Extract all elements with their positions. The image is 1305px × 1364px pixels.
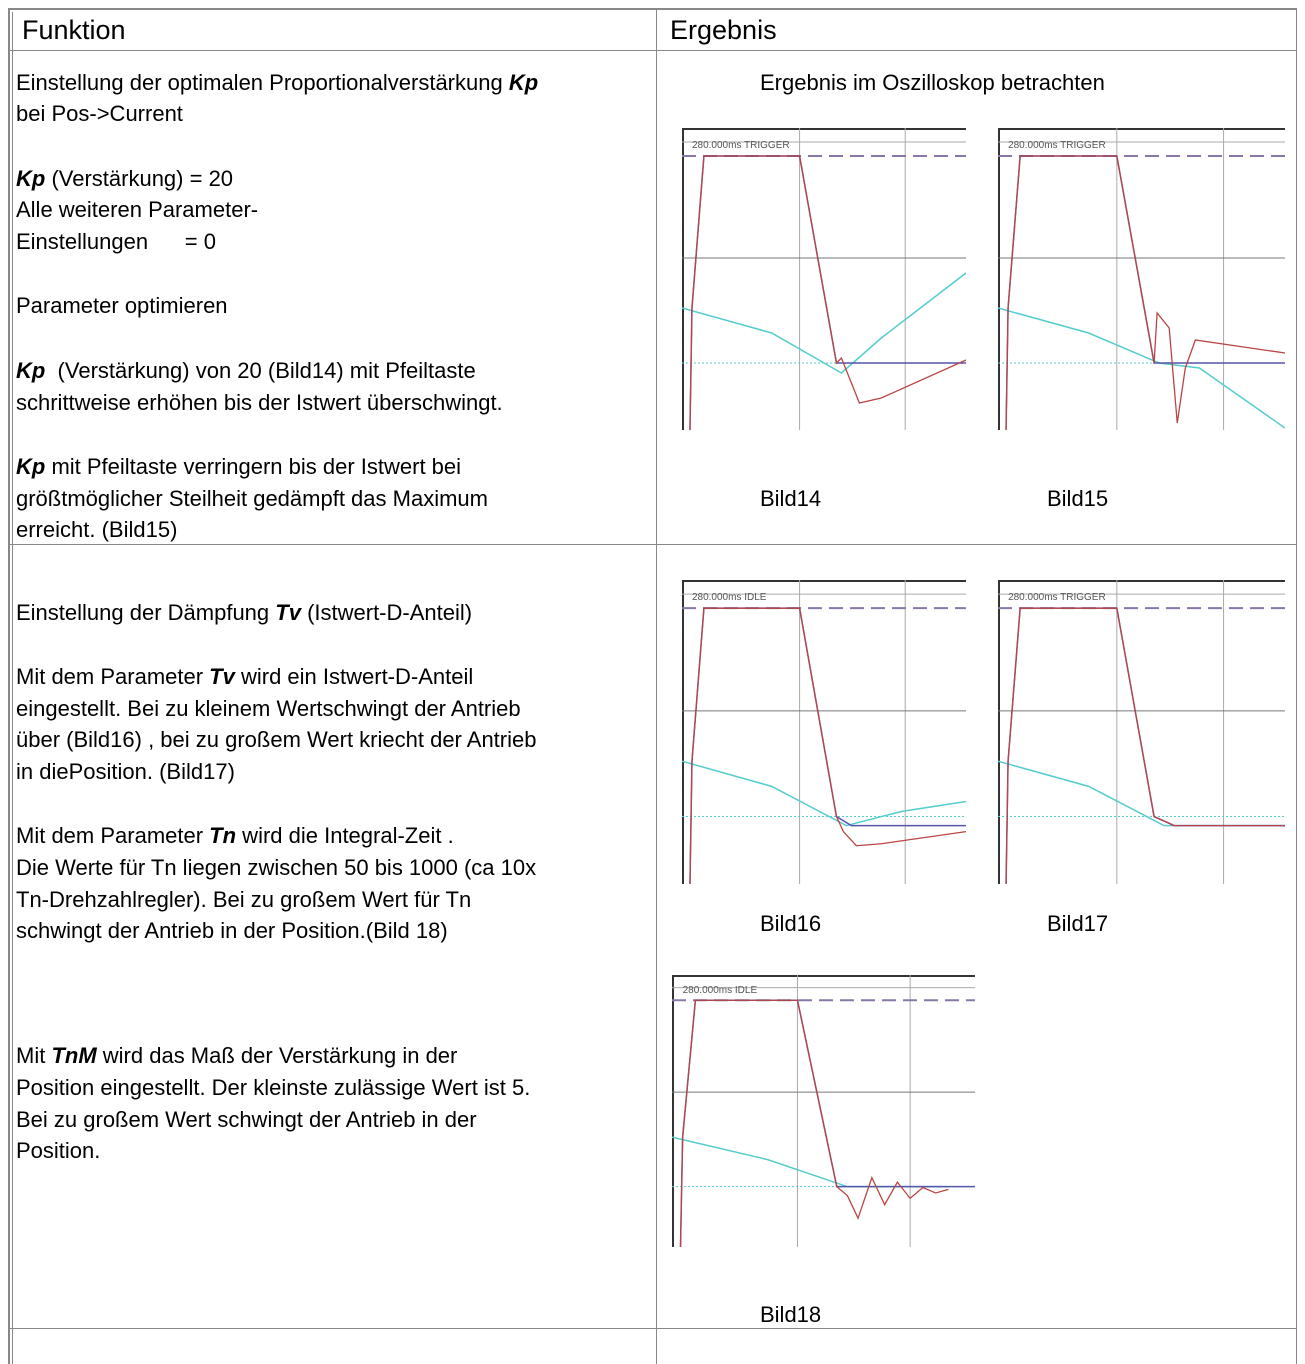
scope-plot: 280.000ms TRIGGER [682,128,966,430]
text-line: Position eingestellt. Der kleinste zuläs… [16,1075,530,1101]
border [8,50,1297,51]
scope-label: 280.000ms TRIGGER [1008,592,1106,603]
scope-trace [998,761,1285,825]
text-line: Kp mit Pfeiltaste verringern bis der Ist… [16,454,461,480]
scope-plot: 280.000ms IDLE [672,975,975,1247]
border [8,544,1297,545]
border [8,1328,1297,1329]
scope-trace [1006,156,1285,430]
text-line: schwingt der Antrieb in der Position.(Bi… [16,918,448,944]
text-line: Einstellung der optimalen Proportionalve… [16,70,538,96]
scope-label: 280.000ms TRIGGER [692,140,790,151]
oscilloscope-figure: 280.000ms IDLE [672,975,975,1247]
border [12,12,13,1364]
text-line: schrittweise erhöhen bis der Istwert übe… [16,390,503,416]
header: Funktion [22,17,126,43]
figure-caption: Bild14 [760,486,821,512]
scope-trace [1006,608,1285,884]
header: Ergebnis [670,17,777,43]
scope-trace [682,273,966,373]
scope-trace [690,156,966,430]
scope-trace [1006,608,1285,884]
scope-plot: 280.000ms IDLE [682,580,966,884]
scope-plot: 280.000ms TRIGGER [998,580,1285,884]
text-line: Bei zu großem Wert schwingt der Antrieb … [16,1107,477,1133]
scope-trace [1006,156,1285,430]
border [1296,8,1297,1364]
scope-trace [681,1000,975,1247]
text-line: größtmöglicher Steilheit gedämpft das Ma… [16,486,488,512]
text-line: erreicht. (Bild15) [16,517,177,543]
text-line: Parameter optimieren [16,293,228,319]
text-line: Tn-Drehzahlregler). Bei zu großem Wert f… [16,887,471,913]
scope-trace [681,1000,949,1247]
scope-trace [682,761,966,825]
figure-caption: Bild16 [760,911,821,937]
scope-trace [690,608,966,884]
border [8,8,10,1364]
scope-trace [690,156,966,430]
text-line: über (Bild16) , bei zu großem Wert kriec… [16,727,536,753]
scope-trace [690,608,966,884]
scope-label: 280.000ms IDLE [683,985,758,996]
text-line: Mit TnM wird das Maß der Verstärkung in … [16,1043,457,1069]
text-line: Einstellungen = 0 [16,229,216,255]
text-line: bei Pos->Current [16,101,183,127]
text-line: Einstellung der Dämpfung Tv (Istwert-D-A… [16,600,472,626]
text-line: Die Werte für Tn liegen zwischen 50 bis … [16,855,536,881]
figure-caption: Bild17 [1047,911,1108,937]
figure-caption: Bild15 [1047,486,1108,512]
oscilloscope-figure: 280.000ms TRIGGER [998,128,1285,430]
text-line: eingestellt. Bei zu kleinem Wertschwingt… [16,696,521,722]
scope-plot: 280.000ms TRIGGER [998,128,1285,430]
oscilloscope-figure: 280.000ms TRIGGER [998,580,1285,884]
text-line: Alle weiteren Parameter- [16,197,258,223]
border [656,8,657,1364]
text-line: Position. [16,1138,100,1164]
scope-trace [998,308,1285,428]
oscilloscope-figure: 280.000ms IDLE [682,580,966,884]
scope-trace [672,1137,948,1187]
text-line: Mit dem Parameter Tn wird die Integral-Z… [16,823,454,849]
result-intro: Ergebnis im Oszilloskop betrachten [760,70,1105,96]
figure-caption: Bild18 [760,1302,821,1328]
text-line: Kp (Verstärkung) von 20 (Bild14) mit Pfe… [16,358,476,384]
text-line: Kp (Verstärkung) = 20 [16,166,233,192]
scope-label: 280.000ms IDLE [692,592,767,603]
border [8,8,1297,10]
oscilloscope-figure: 280.000ms TRIGGER [682,128,966,430]
text-line: Mit dem Parameter Tv wird ein Istwert-D-… [16,664,473,690]
text-line: in diePosition. (Bild17) [16,759,235,785]
scope-label: 280.000ms TRIGGER [1008,140,1106,151]
page: Funktion Ergebnis Einstellung der optima… [0,0,1305,1364]
